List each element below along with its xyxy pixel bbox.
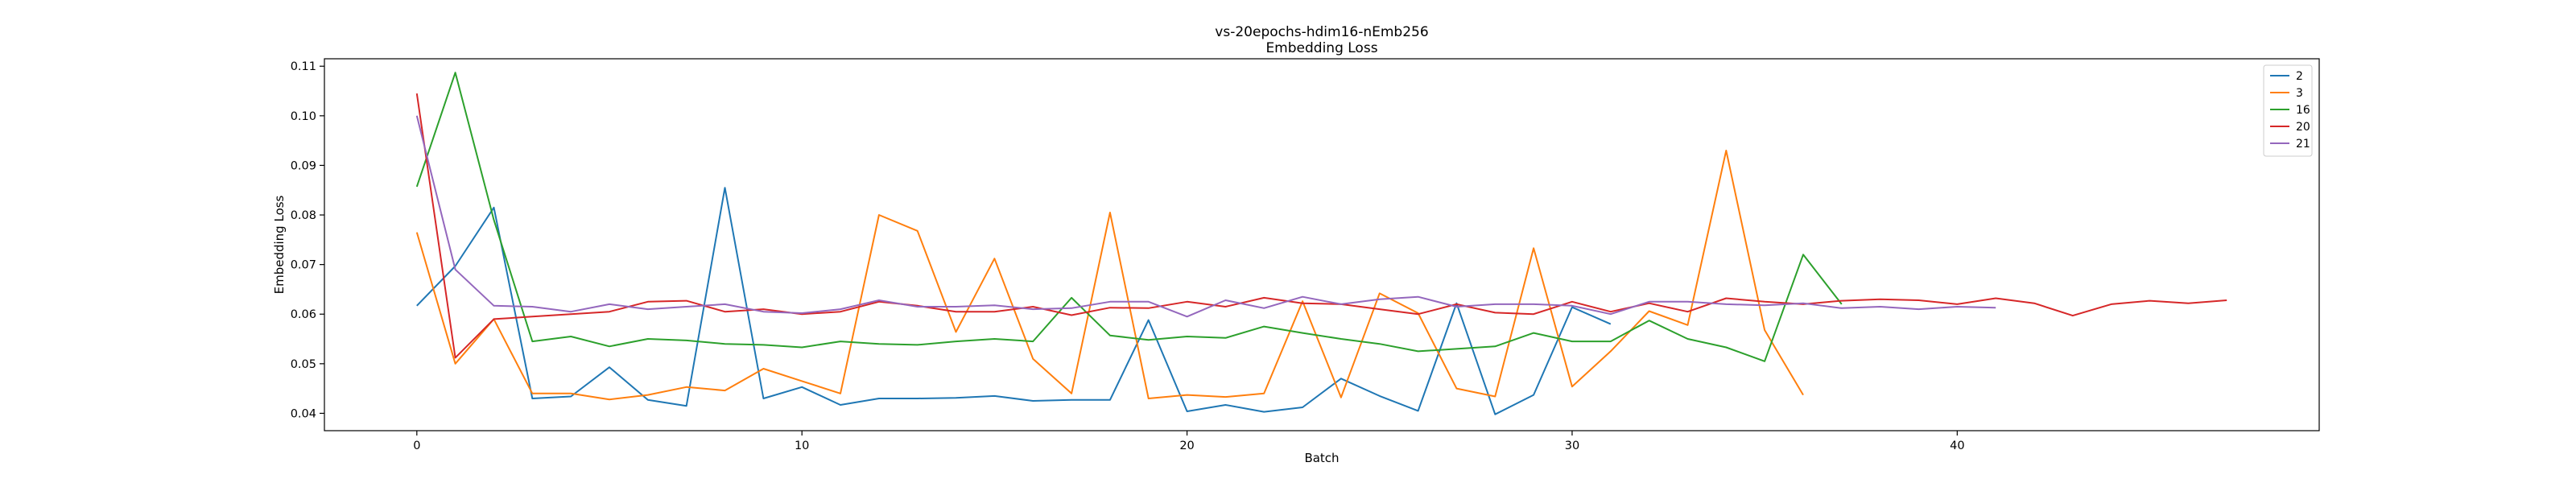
y-tick-label: 0.04	[291, 407, 316, 420]
plot-frame	[324, 58, 2320, 431]
series-line-16	[415, 72, 1843, 362]
y-tick-label: 0.08	[291, 209, 316, 222]
x-tick-label: 20	[1179, 440, 1194, 452]
series-line-20	[415, 93, 2227, 359]
y-tick-label: 0.10	[291, 110, 316, 123]
axis-ticks: 0 10 20 30 40 0.04 0.05 0.06 0.07 0.08 0.09 0.10 0.1…	[291, 60, 1965, 452]
series-line-2	[416, 187, 1612, 415]
x-tick-label: 10	[795, 440, 809, 452]
series-line-21	[415, 115, 1996, 318]
x-tick-label: 0	[413, 440, 420, 452]
legend-label-21: 21	[2296, 138, 2310, 151]
chart-subtitle: Embedding Loss	[1265, 40, 1377, 56]
legend-label-2: 2	[2296, 70, 2303, 83]
legend: 2 3 16 20 21	[2263, 64, 2313, 157]
legend-label-20: 20	[2296, 121, 2310, 134]
y-axis-label: Embedding Loss	[272, 195, 287, 294]
legend-label-16: 16	[2296, 104, 2310, 117]
x-axis-label: Batch	[1304, 451, 1339, 465]
plot-lines	[415, 72, 2227, 415]
legend-label-3: 3	[2296, 87, 2303, 100]
x-tick-label: 30	[1565, 440, 1579, 452]
chart-title: vs-20epochs-hdim16-nEmb256	[1215, 24, 1428, 40]
series-line-3	[415, 150, 1804, 401]
y-tick-label: 0.09	[291, 159, 316, 172]
legend-frame	[2263, 64, 2313, 157]
y-tick-label: 0.06	[291, 308, 316, 321]
y-tick-label: 0.07	[291, 259, 316, 272]
y-tick-label: 0.05	[291, 358, 316, 371]
x-tick-label: 40	[1950, 440, 1964, 452]
y-tick-label: 0.11	[291, 60, 316, 73]
